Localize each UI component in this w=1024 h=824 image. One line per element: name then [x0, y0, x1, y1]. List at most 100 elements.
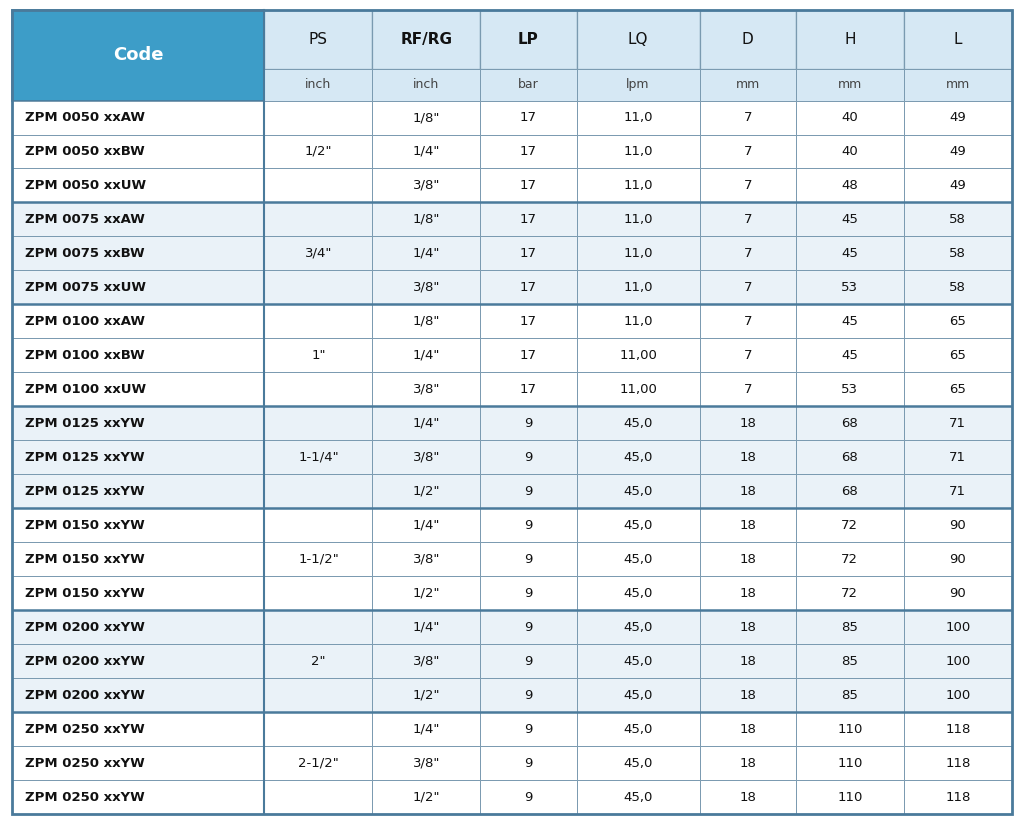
Bar: [796, 69, 904, 101]
Bar: [796, 203, 904, 236]
Text: 45,0: 45,0: [624, 620, 652, 634]
Text: 49: 49: [949, 111, 966, 124]
Bar: [373, 678, 480, 712]
Bar: [796, 339, 904, 372]
Text: ZPM 0075 xxUW: ZPM 0075 xxUW: [25, 281, 145, 294]
Text: 118: 118: [945, 723, 971, 736]
Bar: [264, 644, 373, 678]
Text: 7: 7: [743, 213, 752, 226]
Text: 85: 85: [842, 655, 858, 667]
Bar: [904, 236, 1012, 270]
Bar: [480, 542, 577, 576]
Text: 45,0: 45,0: [624, 587, 652, 600]
Bar: [264, 339, 373, 372]
Bar: [796, 678, 904, 712]
Text: 18: 18: [739, 689, 756, 702]
Bar: [796, 372, 904, 406]
Text: 71: 71: [949, 485, 967, 498]
Text: ZPM 0075 xxAW: ZPM 0075 xxAW: [25, 213, 144, 226]
Bar: [264, 270, 373, 304]
Bar: [264, 134, 373, 168]
Text: 17: 17: [520, 247, 537, 260]
Text: 58: 58: [949, 247, 967, 260]
Bar: [12, 236, 264, 270]
Text: 17: 17: [520, 349, 537, 362]
Bar: [699, 304, 796, 339]
Bar: [577, 712, 699, 747]
Text: 71: 71: [949, 417, 967, 430]
Bar: [480, 10, 577, 69]
Text: 3/8": 3/8": [413, 451, 440, 464]
Bar: [699, 168, 796, 203]
Text: 2-1/2": 2-1/2": [298, 756, 339, 770]
Bar: [796, 747, 904, 780]
Bar: [12, 678, 264, 712]
Text: 118: 118: [945, 756, 971, 770]
Text: 18: 18: [739, 553, 756, 566]
Bar: [699, 270, 796, 304]
Text: ZPM 0100 xxAW: ZPM 0100 xxAW: [25, 315, 145, 328]
Text: 9: 9: [524, 790, 532, 803]
Bar: [12, 542, 264, 576]
Bar: [264, 508, 373, 542]
Bar: [373, 134, 480, 168]
Text: ZPM 0200 xxYW: ZPM 0200 xxYW: [25, 689, 144, 702]
Text: 45,0: 45,0: [624, 485, 652, 498]
Text: 7: 7: [743, 281, 752, 294]
Text: 45: 45: [842, 213, 858, 226]
Text: 100: 100: [945, 655, 971, 667]
Bar: [577, 10, 699, 69]
Bar: [373, 168, 480, 203]
Bar: [796, 780, 904, 814]
Text: LP: LP: [518, 32, 539, 47]
Bar: [796, 134, 904, 168]
Text: inch: inch: [305, 78, 332, 91]
Bar: [904, 644, 1012, 678]
Text: 17: 17: [520, 145, 537, 158]
Text: 7: 7: [743, 179, 752, 192]
Text: 9: 9: [524, 689, 532, 702]
Text: 40: 40: [842, 111, 858, 124]
Bar: [373, 440, 480, 475]
Text: bar: bar: [518, 78, 539, 91]
Bar: [373, 576, 480, 611]
Text: 72: 72: [842, 587, 858, 600]
Text: 9: 9: [524, 655, 532, 667]
Bar: [577, 780, 699, 814]
Bar: [577, 203, 699, 236]
Bar: [264, 372, 373, 406]
Text: 17: 17: [520, 179, 537, 192]
Bar: [480, 372, 577, 406]
Text: 3/4": 3/4": [305, 247, 332, 260]
Text: 1/4": 1/4": [413, 145, 440, 158]
Bar: [577, 644, 699, 678]
Bar: [480, 406, 577, 440]
Text: ZPM 0050 xxBW: ZPM 0050 xxBW: [25, 145, 144, 158]
Bar: [904, 69, 1012, 101]
Bar: [12, 270, 264, 304]
Text: mm: mm: [945, 78, 970, 91]
Bar: [904, 508, 1012, 542]
Text: 18: 18: [739, 451, 756, 464]
Text: 1-1/4": 1-1/4": [298, 451, 339, 464]
Bar: [699, 780, 796, 814]
Bar: [904, 372, 1012, 406]
Text: ZPM 0250 xxYW: ZPM 0250 xxYW: [25, 790, 144, 803]
Text: ZPM 0125 xxYW: ZPM 0125 xxYW: [25, 485, 144, 498]
Text: 9: 9: [524, 756, 532, 770]
Bar: [480, 780, 577, 814]
Text: 3/8": 3/8": [413, 553, 440, 566]
Bar: [699, 10, 796, 69]
Bar: [264, 10, 373, 69]
Text: ZPM 0075 xxBW: ZPM 0075 xxBW: [25, 247, 144, 260]
Text: ZPM 0050 xxAW: ZPM 0050 xxAW: [25, 111, 145, 124]
Text: 45,0: 45,0: [624, 451, 652, 464]
Text: 3/8": 3/8": [413, 179, 440, 192]
Text: 11,0: 11,0: [624, 281, 653, 294]
Bar: [904, 440, 1012, 475]
Text: 1/4": 1/4": [413, 417, 440, 430]
Text: 7: 7: [743, 247, 752, 260]
Text: 58: 58: [949, 281, 967, 294]
Text: 1/2": 1/2": [413, 485, 440, 498]
Text: 11,0: 11,0: [624, 213, 653, 226]
